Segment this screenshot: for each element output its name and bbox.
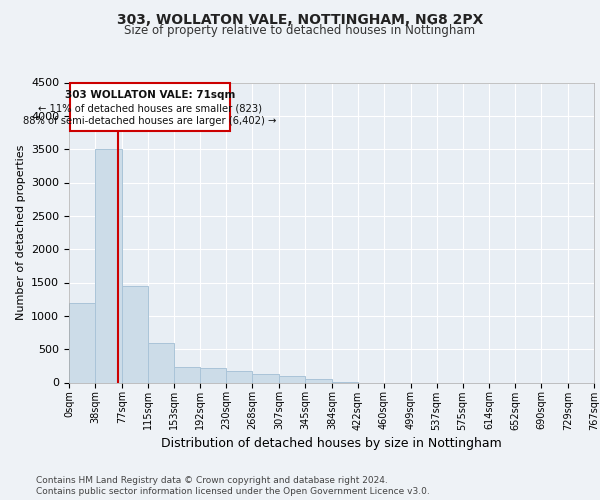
Bar	[69, 302, 95, 382]
Text: Contains HM Land Registry data © Crown copyright and database right 2024.: Contains HM Land Registry data © Crown c…	[36, 476, 388, 485]
Bar	[253, 374, 279, 382]
Y-axis label: Number of detached properties: Number of detached properties	[16, 145, 26, 320]
Bar	[226, 370, 253, 382]
Bar	[122, 286, 148, 382]
Bar	[95, 149, 122, 382]
Text: Size of property relative to detached houses in Nottingham: Size of property relative to detached ho…	[124, 24, 476, 37]
X-axis label: Distribution of detached houses by size in Nottingham: Distribution of detached houses by size …	[161, 436, 502, 450]
Text: Contains public sector information licensed under the Open Government Licence v3: Contains public sector information licen…	[36, 488, 430, 496]
Text: ← 11% of detached houses are smaller (823): ← 11% of detached houses are smaller (82…	[38, 104, 262, 114]
Bar	[279, 376, 305, 382]
Bar	[200, 368, 226, 382]
Bar	[174, 367, 200, 382]
Bar	[70, 83, 230, 131]
Bar	[148, 342, 174, 382]
Text: 88% of semi-detached houses are larger (6,402) →: 88% of semi-detached houses are larger (…	[23, 116, 277, 126]
Text: 303 WOLLATON VALE: 71sqm: 303 WOLLATON VALE: 71sqm	[65, 90, 235, 100]
Bar	[305, 378, 332, 382]
Text: 303, WOLLATON VALE, NOTTINGHAM, NG8 2PX: 303, WOLLATON VALE, NOTTINGHAM, NG8 2PX	[117, 12, 483, 26]
